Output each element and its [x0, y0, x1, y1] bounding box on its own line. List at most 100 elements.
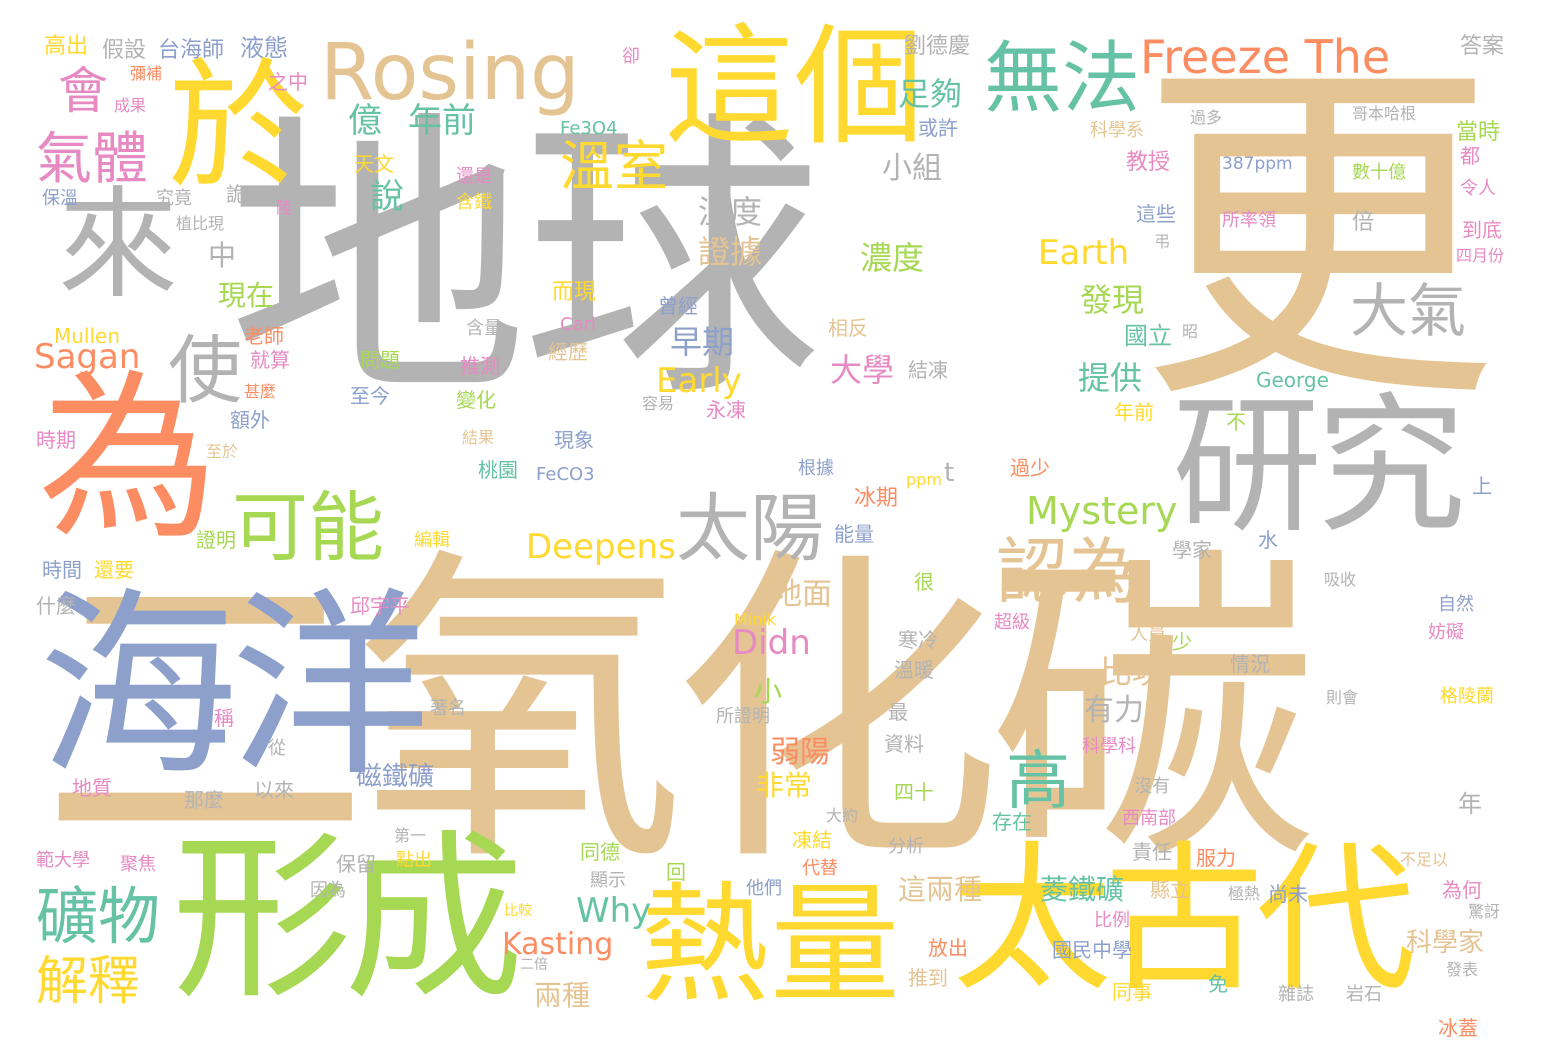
- word: ppm: [906, 470, 942, 489]
- word: 時間: [42, 558, 82, 582]
- word: 為: [38, 355, 219, 564]
- word: 證明: [196, 528, 236, 552]
- word: 弱陽: [770, 735, 830, 770]
- word: 資料: [884, 732, 924, 756]
- word: 地球: [228, 87, 822, 436]
- word: 無法: [984, 34, 1141, 124]
- word: 四月份: [1456, 246, 1505, 265]
- word: 岩石: [1346, 984, 1382, 1005]
- word: 點出: [396, 850, 432, 871]
- word: 變化: [456, 388, 496, 412]
- word: 同德: [580, 840, 620, 864]
- word: 高: [1006, 745, 1070, 819]
- word: 至今: [350, 384, 390, 408]
- word: 還要: [94, 558, 134, 582]
- word: 太古代: [952, 826, 1416, 1013]
- word: Carl: [560, 314, 596, 335]
- word: 比例: [1094, 910, 1130, 931]
- word: 大氣: [1350, 277, 1467, 345]
- word: 年前: [1114, 400, 1154, 424]
- word: 還是: [456, 166, 492, 187]
- word: 國民中學: [1052, 938, 1132, 962]
- word: 那麼: [184, 788, 224, 812]
- word: 大約: [826, 806, 859, 825]
- word: 則會: [1326, 688, 1359, 707]
- word: 容易: [642, 394, 675, 413]
- word: 而現: [552, 280, 597, 305]
- word: 少: [1172, 630, 1192, 654]
- word: 極熱: [1228, 884, 1261, 903]
- word: 高出: [44, 34, 89, 59]
- word: 兩種: [534, 979, 591, 1012]
- word: 哥本哈根: [1352, 104, 1417, 123]
- word: 含鐵: [456, 192, 492, 213]
- word: 以來: [254, 778, 294, 802]
- word: 到底: [1462, 218, 1502, 242]
- word: Mullen: [54, 324, 121, 348]
- word: 妨礙: [1428, 622, 1464, 643]
- word: 數十億: [1352, 162, 1406, 183]
- word: 海洋: [38, 571, 430, 804]
- word: Earth: [1038, 233, 1130, 273]
- word: 科學科: [1082, 736, 1136, 757]
- word: 曾經: [658, 294, 698, 318]
- word: 現象: [554, 428, 594, 452]
- word: Early: [656, 361, 742, 401]
- word: 溫暖: [894, 658, 934, 682]
- word: 第一: [394, 826, 427, 845]
- word: 編輯: [414, 530, 450, 551]
- word: 礦物: [36, 880, 161, 953]
- word: 時期: [36, 428, 76, 452]
- word: 氣體: [36, 127, 148, 192]
- word: 溫室: [560, 135, 668, 198]
- word: 植比現: [176, 214, 225, 233]
- word: 格陵蘭: [1440, 686, 1494, 707]
- word: 成果: [114, 96, 147, 115]
- word: 西南部: [1122, 808, 1176, 829]
- word: 所證明: [716, 706, 770, 727]
- word: 吸收: [1324, 570, 1357, 589]
- word: 令人: [1460, 178, 1496, 199]
- word: 究竟: [156, 188, 192, 209]
- word: 過少: [1010, 456, 1050, 480]
- word: 冰蓋: [1438, 1016, 1478, 1040]
- word: 經歷: [548, 340, 588, 364]
- word: 永凍: [706, 398, 746, 422]
- word: 尚未: [1268, 882, 1308, 906]
- word: 雜誌: [1278, 984, 1314, 1005]
- word: 發表: [1446, 960, 1479, 979]
- word: 寒冷: [898, 628, 938, 652]
- word: 小: [754, 675, 783, 708]
- word: 劉德慶: [904, 34, 971, 59]
- word: 至於: [206, 442, 239, 461]
- word: FeCO3: [536, 464, 595, 485]
- word: Kasting: [502, 927, 614, 962]
- word: 因為: [310, 880, 346, 901]
- word: 陸: [276, 198, 293, 217]
- word: 科學家: [1406, 928, 1485, 958]
- word: 過多: [1190, 108, 1223, 127]
- word: 聚焦: [120, 854, 156, 875]
- word: 結凍: [908, 358, 948, 382]
- word: 存在: [992, 810, 1032, 834]
- word: 從: [268, 738, 286, 759]
- word: 足夠: [898, 75, 963, 113]
- word: 凍結: [792, 828, 832, 852]
- word: 解釋: [36, 952, 141, 1012]
- word: 這兩種: [898, 873, 983, 906]
- word: 使: [168, 328, 242, 414]
- word: 情況: [1230, 652, 1270, 676]
- word: 比現: [1100, 653, 1165, 691]
- word: 所率領: [1222, 210, 1276, 231]
- word: 387ppm: [1222, 154, 1293, 174]
- word: 會: [58, 62, 108, 120]
- word: 自然: [1438, 594, 1474, 615]
- word: 大學: [830, 351, 895, 389]
- word: 溫度: [698, 193, 763, 231]
- word: 比較: [504, 903, 532, 919]
- word: 推到: [908, 966, 948, 990]
- word: 都: [1460, 144, 1480, 168]
- word: 卻: [622, 46, 640, 67]
- word: 水: [1258, 528, 1278, 552]
- word: 能量: [834, 522, 874, 546]
